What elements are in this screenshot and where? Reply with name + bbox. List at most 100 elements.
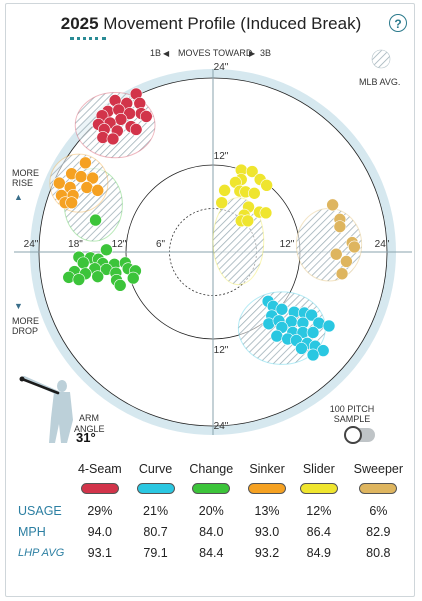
point-3-4 — [52, 176, 66, 190]
pitch-toggle-pill[interactable] — [299, 482, 338, 494]
stats-corner-2 — [10, 479, 70, 500]
pitch-toggle-pill[interactable] — [80, 482, 119, 494]
point-2-16 — [91, 270, 105, 283]
ring-label-left-6: 6" — [156, 239, 166, 250]
more-rise-label-2: RISE — [12, 178, 33, 188]
mph-row-value-4: 86.4 — [306, 524, 331, 539]
arm-angle-value: 31° — [76, 430, 96, 445]
pitch-toggle-cell-5 — [345, 479, 412, 500]
point-1-24 — [306, 348, 320, 362]
lhp-avg-row-label: LHP AVG — [18, 546, 65, 559]
arm-angle-label: ARM ANGLE — [74, 413, 105, 435]
pitch-stats-table: 4-Seam Curve Change Sinker Slider Sweeper USAG… — [10, 458, 412, 563]
direction-right: 3B — [260, 48, 271, 58]
ring-label-left-24: 24" — [24, 239, 39, 250]
card-frame — [5, 3, 415, 597]
ring-label-top-12: 12" — [214, 151, 229, 162]
lhp-avg-row-value-0: 93.1 — [87, 545, 112, 560]
pitch-name-3[interactable]: Sinker — [249, 461, 285, 476]
sample-label-line1: 100 PITCH — [329, 404, 375, 414]
point-3-2 — [74, 170, 88, 183]
point-1-17 — [270, 329, 284, 343]
point-2-21 — [113, 279, 127, 292]
pitch-sample-toggle[interactable] — [344, 426, 375, 444]
mph-row-value-2: 84.0 — [199, 524, 224, 539]
point-0-9 — [140, 110, 153, 123]
pitch-name-4[interactable]: Slider — [302, 461, 335, 476]
point-2-20 — [126, 271, 140, 285]
point-5-7 — [335, 267, 349, 281]
rise-arrow-icon: ▲ — [14, 192, 23, 202]
lhp-avg-row-value-2: 84.4 — [199, 545, 224, 560]
sample-toggle-label: 100 PITCH SAMPLE — [312, 404, 392, 424]
direction-right-arrow: ▶ — [249, 49, 256, 58]
mph-row-value-5: 82.9 — [366, 524, 391, 539]
ring-label-left-18: 18" — [68, 239, 83, 250]
mph-row-value-0: 94.0 — [87, 524, 112, 539]
ring-label-top-24: 24" — [214, 62, 229, 73]
title-year[interactable]: 2025 — [60, 14, 99, 33]
point-5-5 — [329, 247, 343, 261]
point-4-9 — [248, 186, 261, 200]
point-5-4 — [348, 240, 361, 254]
usage-row-value-2: 20% — [198, 503, 224, 518]
pitch-toggle-pill[interactable] — [359, 482, 398, 494]
usage-row-label: USAGE — [18, 503, 62, 518]
mph-row-label: MPH — [18, 524, 46, 539]
point-3-7 — [91, 184, 105, 197]
usage-row: USAGE 29% 21% 20% 13% 12% 6% — [10, 500, 412, 521]
ring-label-bottom-12: 12" — [214, 345, 229, 356]
pitch-toggle-pill[interactable] — [192, 482, 231, 494]
direction-center: MOVES TOWARD — [178, 48, 253, 58]
usage-row-value-5: 6% — [369, 503, 388, 518]
pitch-toggle-cell-4 — [293, 479, 345, 500]
point-1-6 — [305, 308, 318, 322]
mph-row: MPH 94.0 80.7 84.0 93.0 86.4 82.9 — [10, 521, 412, 542]
stats-corner — [10, 458, 70, 479]
mlb-avg-legend-label: MLB AVG. — [359, 77, 400, 87]
point-2-1 — [100, 243, 113, 257]
title-text: Movement Profile (Induced Break) — [103, 14, 362, 33]
usage-row-value-3: 13% — [254, 503, 280, 518]
lhp-avg-row-value-1: 79.1 — [143, 545, 168, 560]
help-icon[interactable]: ? — [389, 14, 407, 32]
pitch-toggle-pill[interactable] — [248, 482, 287, 494]
lhp-avg-row-value-3: 93.2 — [254, 545, 280, 560]
pitcher-silhouette-icon — [19, 376, 73, 443]
page-title: 2025 Movement Profile (Induced Break) — [0, 14, 422, 34]
pitch-name-2[interactable]: Change — [189, 461, 234, 476]
point-2-5 — [76, 256, 90, 270]
plot-area: 24" 12" 12" 24" 24" 18" 12" 6" 12" 24" — [14, 62, 412, 435]
ring-label-right-12: 12" — [280, 239, 295, 250]
more-rise-label-1: MORE — [12, 168, 39, 178]
ring-label-bottom-24: 24" — [214, 421, 229, 432]
point-5-0 — [326, 198, 339, 212]
point-1-2 — [275, 302, 289, 316]
point-3-11 — [65, 196, 78, 209]
usage-row-value-1: 21% — [143, 503, 169, 518]
pitch-toggle-pill[interactable] — [136, 482, 175, 494]
pitch-name-0[interactable]: 4-Seam — [77, 461, 122, 476]
pitch-toggle-cell-2 — [181, 479, 241, 500]
mlb-avg-legend-swatch — [371, 49, 391, 69]
toggle-knob[interactable] — [344, 426, 362, 444]
point-4-5 — [260, 179, 273, 192]
point-0-10 — [114, 113, 128, 126]
mph-row-value-3: 93.0 — [254, 524, 280, 539]
pitch-name-1[interactable]: Curve — [138, 461, 173, 476]
arm-angle-label-line1: ARM — [79, 413, 99, 423]
point-5-6 — [340, 255, 353, 268]
point-0-18 — [106, 132, 120, 146]
point-1-22 — [295, 342, 308, 355]
pitch-name-5[interactable]: Sweeper — [353, 461, 404, 476]
point-3-6 — [80, 181, 94, 194]
movement-chart: 1B ◀ MOVES TOWARD ▶ 3B MLB AVG. MORE RIS… — [12, 48, 412, 443]
sample-label-line2: SAMPLE — [333, 414, 371, 424]
pitch-toggle-row — [10, 479, 412, 500]
point-3-0 — [79, 156, 92, 170]
direction-left: 1B — [150, 48, 161, 58]
usage-row-value-4: 12% — [306, 503, 332, 518]
point-4-16 — [241, 214, 255, 228]
more-drop-label-1: MORE — [12, 316, 39, 326]
point-1-12 — [322, 319, 336, 333]
